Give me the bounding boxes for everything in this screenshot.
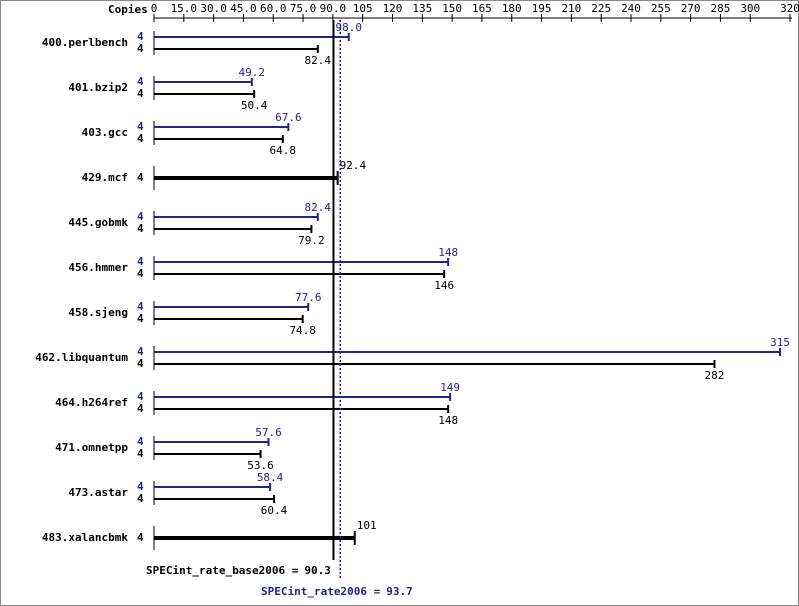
value-label: 77.6 (295, 291, 322, 304)
value-label: 148 (438, 414, 458, 427)
x-tick-label: 240 (621, 2, 641, 15)
x-tick-label: 135 (412, 2, 432, 15)
copies-header: Copies (108, 3, 148, 16)
copies-label: 4 (137, 120, 144, 133)
x-tick-label: 75.0 (290, 2, 317, 15)
x-tick-label: 105 (353, 2, 373, 15)
copies-label: 4 (137, 390, 144, 403)
benchmark-label: 400.perlbench (42, 36, 128, 49)
value-label: 146 (434, 279, 454, 292)
x-tick-label: 90.0 (320, 2, 347, 15)
x-tick-label: 15.0 (171, 2, 198, 15)
benchmark-label: 458.sjeng (68, 306, 128, 319)
copies-label: 4 (137, 447, 144, 460)
x-tick-label: 195 (532, 2, 552, 15)
value-label: 50.4 (241, 99, 268, 112)
x-tick-label: 255 (651, 2, 671, 15)
value-label: 64.8 (270, 144, 297, 157)
value-label: 60.4 (261, 504, 288, 517)
x-tick-label: 165 (472, 2, 492, 15)
copies-label: 4 (137, 210, 144, 223)
copies-label: 4 (137, 255, 144, 268)
value-label: 82.4 (305, 201, 332, 214)
value-label: 92.4 (340, 159, 367, 172)
copies-label: 4 (137, 435, 144, 448)
value-label: 98.0 (336, 21, 363, 34)
copies-label: 4 (137, 402, 144, 415)
copies-label: 4 (137, 312, 144, 325)
copies-label: 4 (137, 531, 144, 544)
copies-label: 4 (137, 357, 144, 370)
copies-label: 4 (137, 267, 144, 280)
reference-label: SPECint_rate_base2006 = 90.3 (146, 564, 331, 577)
copies-label: 4 (137, 300, 144, 313)
reference-value: 93.7 (386, 585, 413, 598)
reference-name: SPECint_rate_base2006 = (146, 564, 299, 577)
x-tick-label: 300 (740, 2, 760, 15)
reference-name: SPECint_rate2006 = (261, 585, 381, 598)
x-tick-label: 150 (442, 2, 462, 15)
x-tick-label: 120 (383, 2, 403, 15)
benchmark-label: 471.omnetpp (55, 441, 128, 454)
copies-label: 4 (137, 171, 144, 184)
x-tick-label: 210 (561, 2, 581, 15)
reference-label: SPECint_rate2006 = 93.7 (261, 585, 413, 598)
x-tick-label: 0 (151, 2, 158, 15)
value-label: 79.2 (298, 234, 325, 247)
x-tick-label: 225 (591, 2, 611, 15)
x-tick-label: 320 (780, 2, 799, 15)
value-label: 49.2 (239, 66, 266, 79)
copies-label: 4 (137, 345, 144, 358)
value-label: 148 (438, 246, 458, 259)
benchmark-label: 462.libquantum (35, 351, 128, 364)
reference-value: 90.3 (304, 564, 331, 577)
value-label: 57.6 (255, 426, 282, 439)
x-tick-label: 60.0 (260, 2, 287, 15)
x-tick-label: 30.0 (200, 2, 227, 15)
value-label: 67.6 (275, 111, 302, 124)
copies-label: 4 (137, 480, 144, 493)
value-label: 53.6 (247, 459, 274, 472)
copies-label: 4 (137, 87, 144, 100)
benchmark-label: 456.hmmer (68, 261, 128, 274)
copies-label: 4 (137, 222, 144, 235)
value-label: 58.4 (257, 471, 284, 484)
benchmark-label: 483.xalancbmk (42, 531, 128, 544)
x-tick-label: 180 (502, 2, 522, 15)
x-tick-label: 285 (711, 2, 731, 15)
value-label: 74.8 (289, 324, 316, 337)
benchmark-label: 401.bzip2 (68, 81, 128, 94)
copies-label: 4 (137, 42, 144, 55)
benchmark-label: 403.gcc (82, 126, 128, 139)
value-label: 82.4 (305, 54, 332, 67)
benchmark-label: 429.mcf (82, 171, 128, 184)
value-label: 315 (770, 336, 790, 349)
value-label: 282 (705, 369, 725, 382)
copies-label: 4 (137, 75, 144, 88)
value-label: 149 (440, 381, 460, 394)
benchmark-label: 464.h264ref (55, 396, 128, 409)
benchmark-label: 473.astar (68, 486, 128, 499)
benchmark-label: 445.gobmk (68, 216, 128, 229)
value-label: 101 (357, 519, 377, 532)
copies-label: 4 (137, 30, 144, 43)
copies-label: 4 (137, 492, 144, 505)
x-tick-label: 45.0 (230, 2, 257, 15)
x-tick-label: 270 (681, 2, 701, 15)
copies-label: 4 (137, 132, 144, 145)
